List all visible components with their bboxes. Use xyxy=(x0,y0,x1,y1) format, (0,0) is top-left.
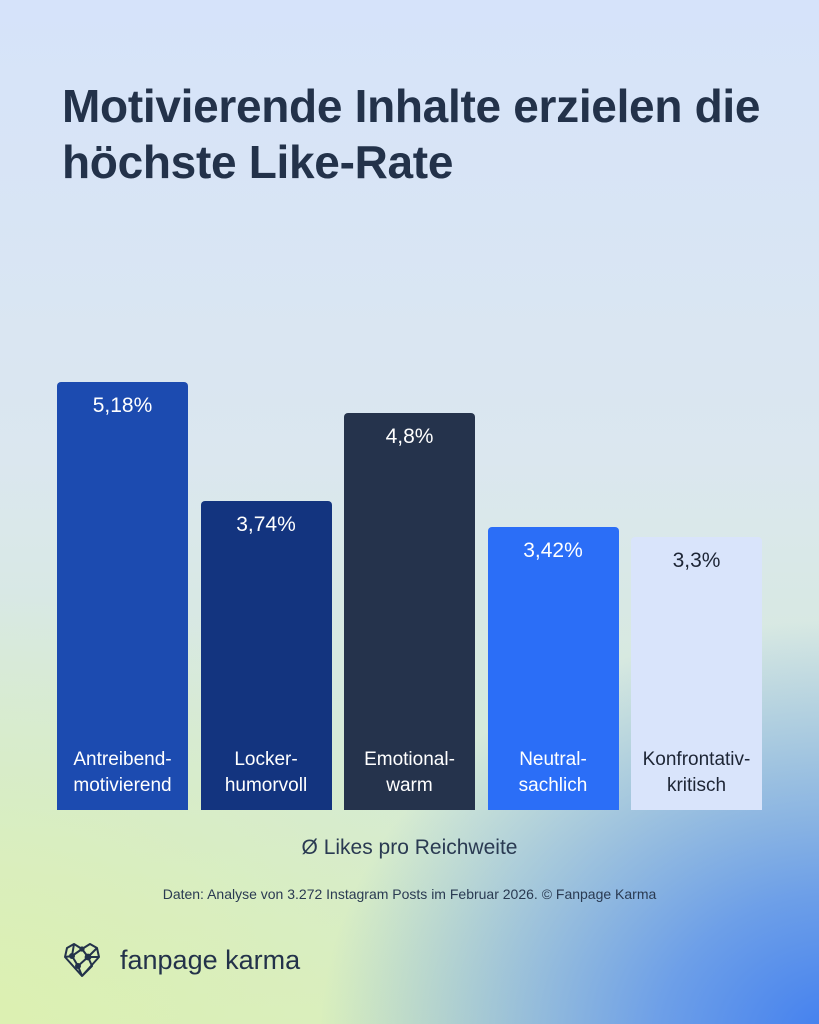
logo-text: fanpage karma xyxy=(120,944,301,975)
bar xyxy=(57,382,188,810)
data-label: 4,8% xyxy=(385,425,434,449)
category-label: Neutral-sachlich xyxy=(518,749,588,796)
heart-network-icon xyxy=(64,943,100,977)
bar xyxy=(344,413,475,810)
category-label: Antreibend-motivierend xyxy=(73,749,172,796)
data-label: 5,18% xyxy=(92,394,153,417)
logo: fanpage karma xyxy=(62,942,300,978)
category-label: Locker-humorvoll xyxy=(224,749,308,796)
category-label: Konfrontativ-kritisch xyxy=(642,749,751,796)
bar xyxy=(631,537,762,810)
data-label: 3,74% xyxy=(236,512,296,536)
data-label: 3,42% xyxy=(523,539,583,563)
data-label: 3,3% xyxy=(672,549,721,573)
category-label: Emotional-warm xyxy=(364,749,455,796)
bar xyxy=(487,527,619,810)
chart-title: Motivierende Inhalte erzielen die höchst… xyxy=(62,80,761,188)
x-axis-label: Ø Likes pro Reichweite xyxy=(301,836,518,859)
source-note: Daten: Analyse von 3.272 Instagram Posts… xyxy=(162,886,657,902)
bar xyxy=(200,500,332,810)
